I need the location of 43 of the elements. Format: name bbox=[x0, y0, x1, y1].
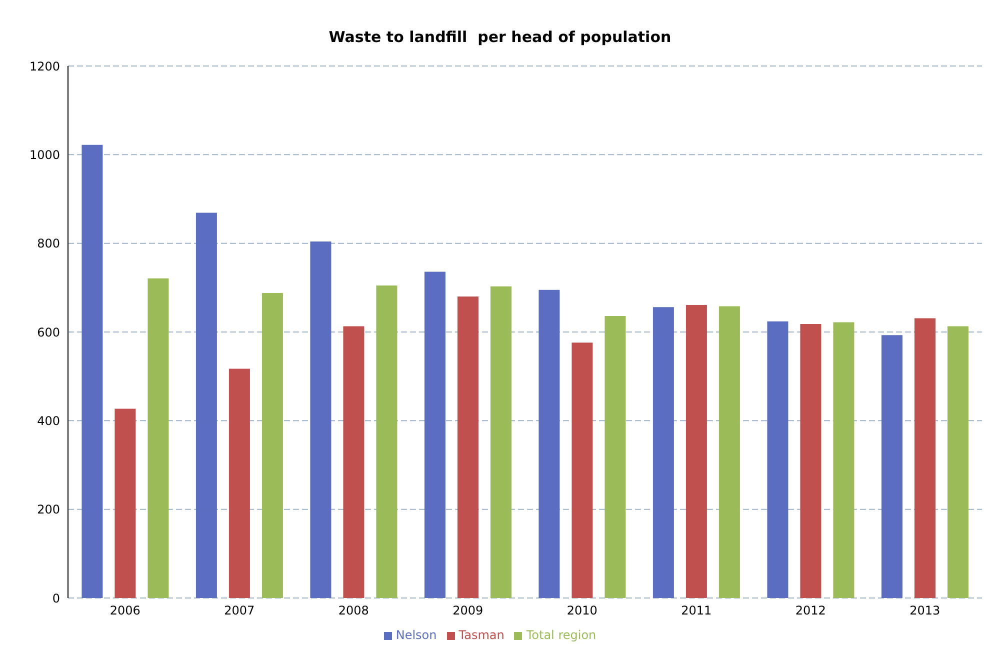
bar bbox=[947, 326, 968, 598]
bar bbox=[572, 342, 593, 598]
bar bbox=[376, 285, 398, 598]
y-tick-label: 200 bbox=[37, 502, 60, 517]
bar bbox=[914, 318, 936, 598]
x-tick-label: 2009 bbox=[452, 604, 484, 618]
bar bbox=[310, 242, 332, 598]
bar bbox=[833, 322, 854, 598]
bar bbox=[767, 321, 788, 598]
bar bbox=[114, 408, 136, 598]
legend-label: Nelson bbox=[396, 628, 437, 642]
y-tick-label: 400 bbox=[37, 414, 60, 428]
y-tick-label: 600 bbox=[37, 325, 60, 340]
x-tick-label: 2010 bbox=[566, 604, 598, 618]
x-tick-label: 2012 bbox=[795, 604, 826, 618]
y-tick-label: 1200 bbox=[29, 59, 60, 74]
bar bbox=[262, 292, 283, 598]
x-tick-label: 2013 bbox=[910, 604, 940, 618]
bar bbox=[800, 324, 822, 598]
x-tick-label: 2011 bbox=[681, 604, 712, 618]
bar bbox=[604, 316, 626, 598]
bar bbox=[538, 290, 560, 598]
legend-label: Total region bbox=[526, 628, 596, 642]
bar bbox=[424, 272, 446, 598]
bar bbox=[490, 286, 512, 598]
x-tick-label: 2007 bbox=[224, 604, 255, 618]
bar bbox=[196, 212, 217, 598]
y-tick-label: 1000 bbox=[29, 148, 60, 162]
bar bbox=[343, 326, 364, 598]
bar bbox=[686, 304, 707, 598]
chart-title: Waste to landfill per head of population bbox=[328, 27, 672, 48]
bar bbox=[457, 296, 478, 598]
x-tick-label: 2008 bbox=[338, 604, 369, 618]
bar bbox=[881, 335, 902, 598]
y-tick-label: 800 bbox=[37, 236, 60, 251]
bar bbox=[228, 368, 250, 598]
legend-label: Tasman bbox=[458, 628, 504, 642]
bar bbox=[652, 307, 674, 598]
x-tick-label: 2006 bbox=[110, 604, 140, 618]
bar bbox=[718, 306, 740, 598]
bar bbox=[148, 278, 169, 598]
y-tick-label: 0 bbox=[52, 591, 60, 606]
bar bbox=[82, 144, 103, 598]
